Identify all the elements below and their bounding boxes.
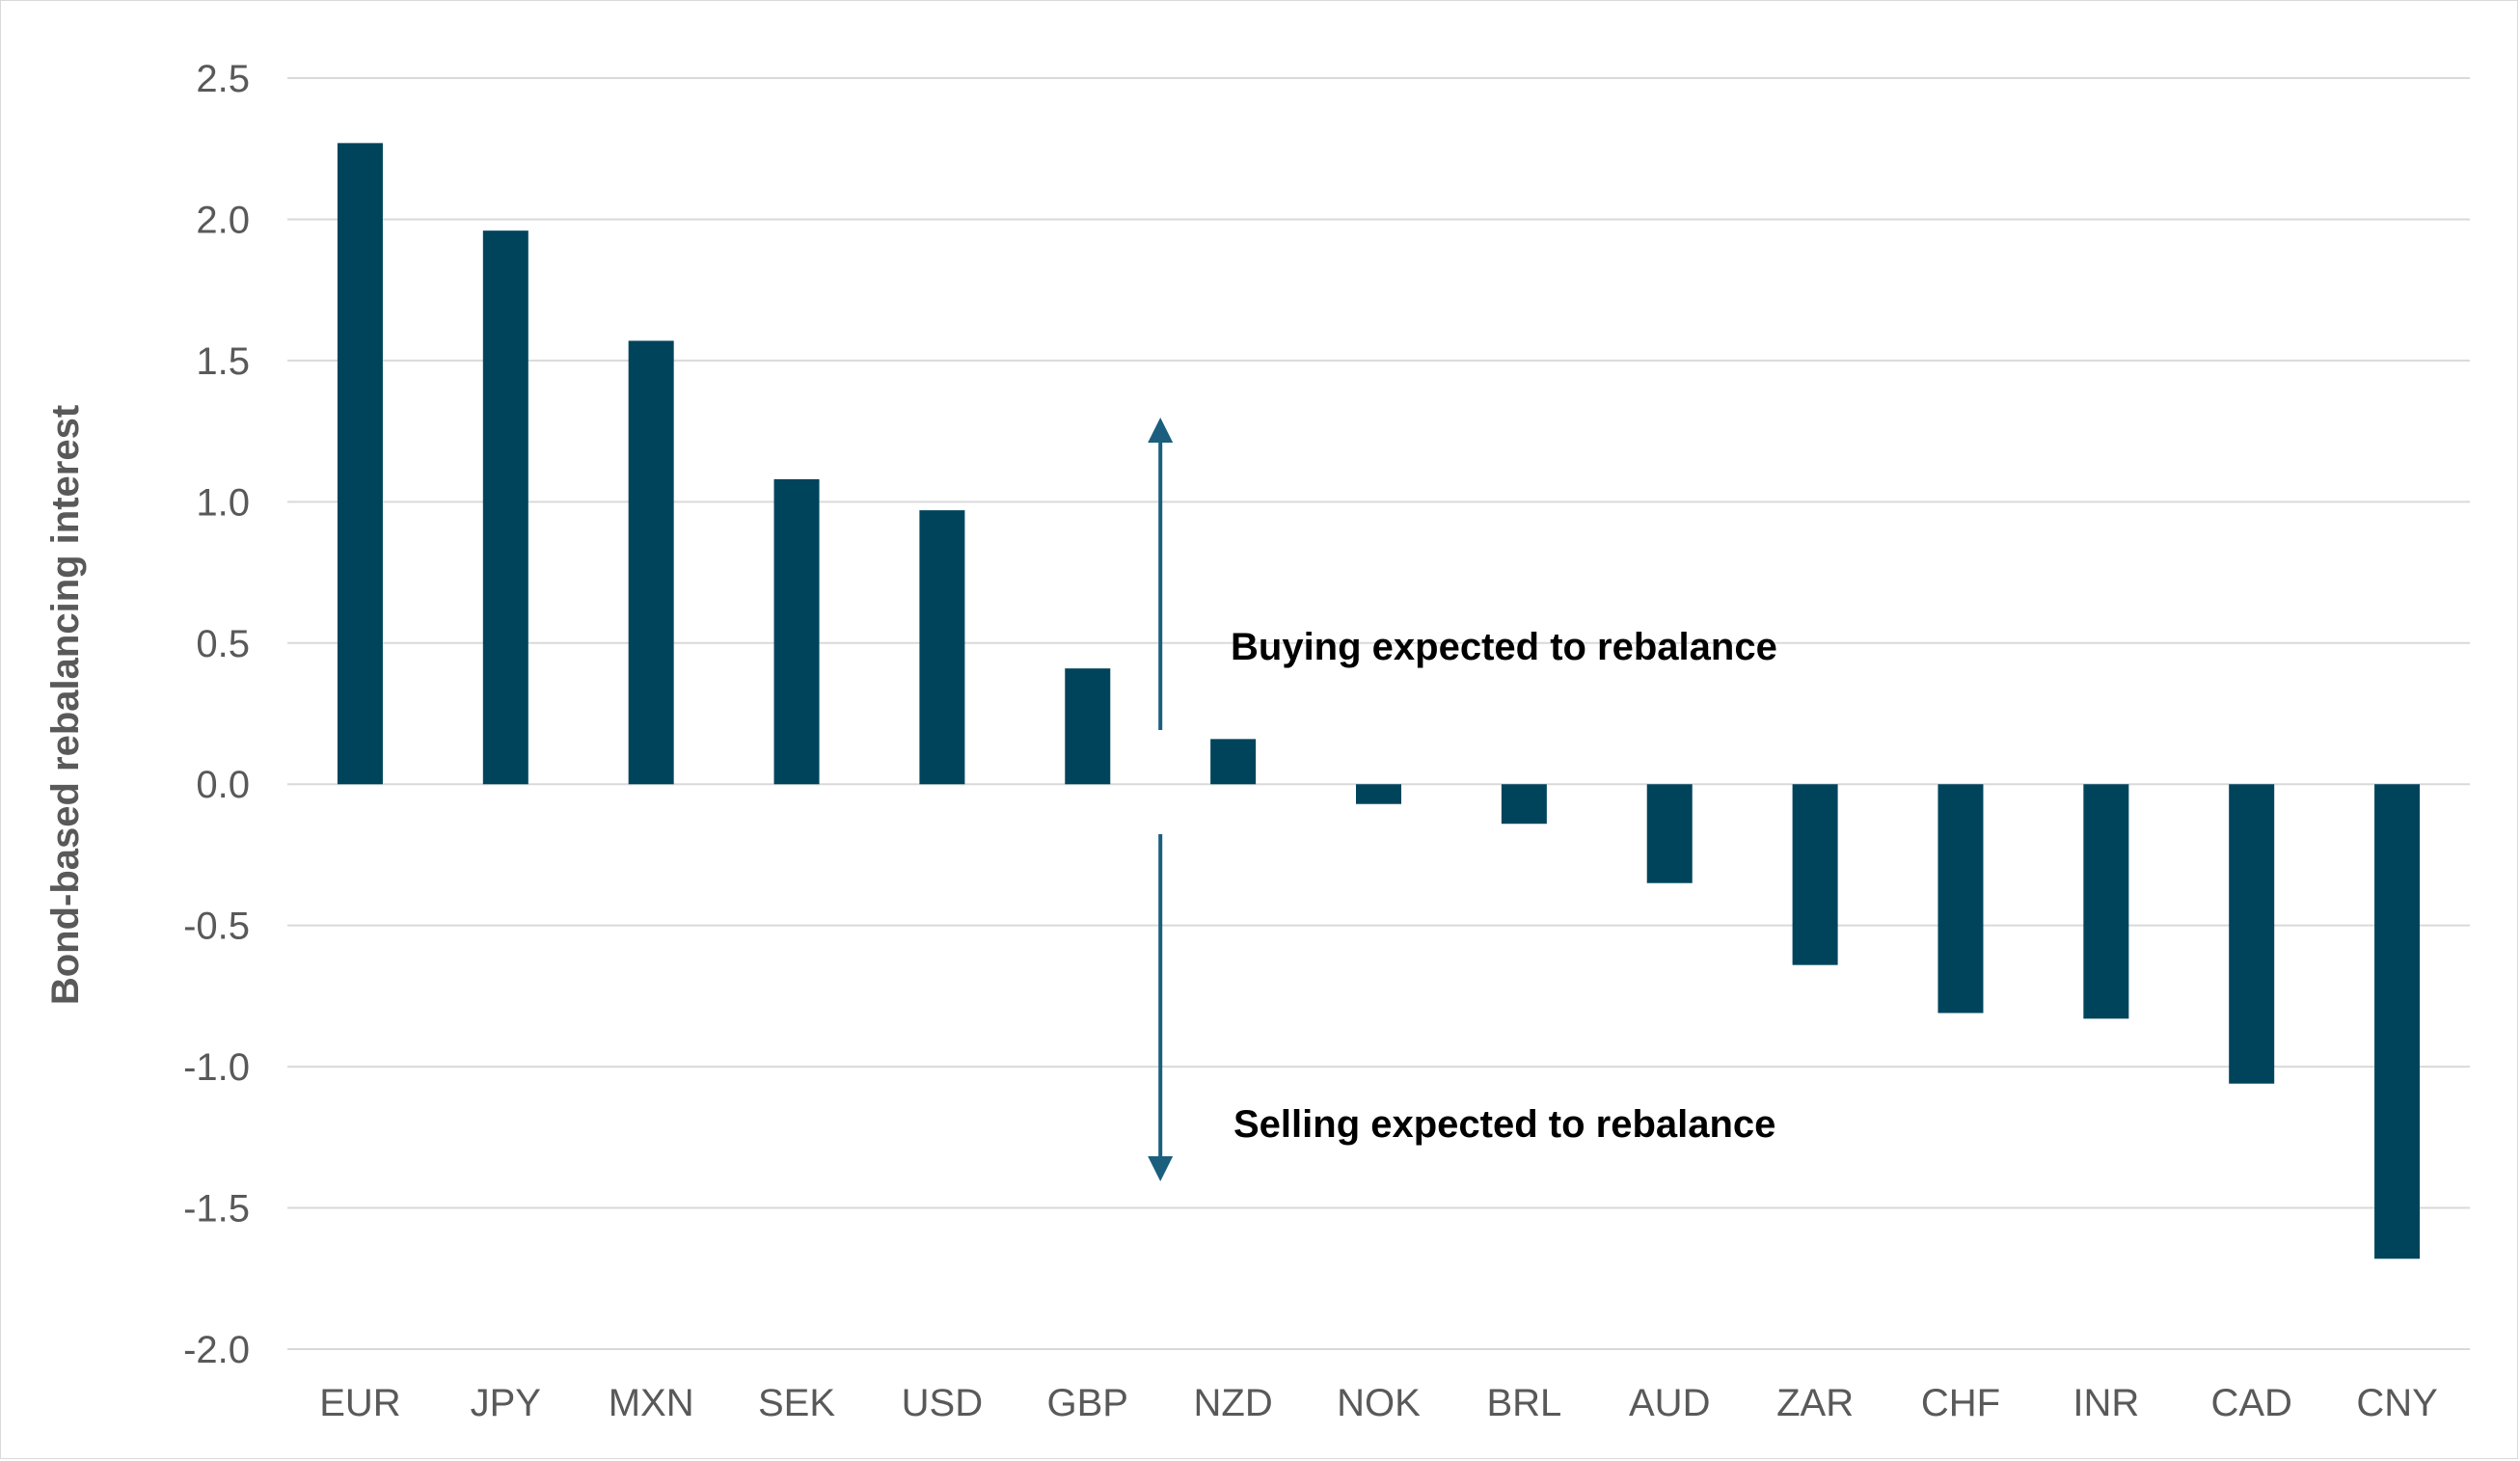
y-tick-label: -1.0 xyxy=(183,1046,250,1089)
y-tick-label: 2.5 xyxy=(196,58,250,100)
bar-cad xyxy=(2229,784,2275,1084)
bar-aud xyxy=(1646,784,1693,883)
bar-sek xyxy=(773,478,820,785)
y-tick-label: 0.0 xyxy=(196,764,250,806)
bar-nok xyxy=(1356,784,1401,804)
bar-usd xyxy=(919,510,965,785)
bar-gbp xyxy=(1065,668,1111,785)
x-tick-label: CHF xyxy=(1921,1382,2000,1424)
gridlines xyxy=(287,77,2470,1350)
y-tick-label: 1.0 xyxy=(196,481,250,524)
bar-chf xyxy=(1937,784,1984,1014)
x-tick-label: INR xyxy=(2073,1382,2139,1424)
bar-mxn xyxy=(628,340,674,785)
buying-annotation: Buying expected to rebalance xyxy=(1231,626,1777,668)
bar-eur xyxy=(337,143,383,785)
x-tick-label: NOK xyxy=(1337,1382,1421,1424)
y-tick-label: 0.5 xyxy=(196,623,250,665)
y-tick-label: -0.5 xyxy=(183,906,250,948)
x-tick-label: MXN xyxy=(609,1382,694,1424)
bar-zar xyxy=(1792,784,1838,965)
y-tick-label: -2.0 xyxy=(183,1329,250,1371)
bar-cny xyxy=(2374,784,2421,1259)
x-tick-label: USD xyxy=(902,1382,983,1424)
y-tick-label: 2.0 xyxy=(196,199,250,241)
bar-nzd xyxy=(1210,739,1257,785)
x-tick-label: BRL xyxy=(1486,1382,1561,1424)
y-axis-ticks: 2.5 2.0 1.5 1.0 0.5 0.0 -0.5 -1.0 -1.5 -2.0 xyxy=(183,58,250,1371)
x-tick-label: ZAR xyxy=(1776,1382,1854,1424)
x-tick-label: CNY xyxy=(2356,1382,2437,1424)
y-tick-label: -1.5 xyxy=(183,1188,250,1231)
x-tick-label: SEK xyxy=(758,1382,835,1424)
bar-inr xyxy=(2083,784,2129,1019)
bar-brl xyxy=(1501,784,1547,825)
y-axis-title: Bond-based rebalancing interest xyxy=(44,405,87,1005)
x-tick-label: AUD xyxy=(1629,1382,1710,1424)
y-tick-label: 1.5 xyxy=(196,340,250,383)
x-tick-label: NZD xyxy=(1194,1382,1273,1424)
x-tick-label: GBP xyxy=(1047,1382,1128,1424)
x-tick-label: JPY xyxy=(471,1382,541,1424)
bars xyxy=(337,143,2421,1259)
x-tick-label: EUR xyxy=(319,1382,400,1424)
selling-arrow-head xyxy=(1148,1156,1174,1181)
x-tick-label: CAD xyxy=(2210,1382,2291,1424)
selling-annotation: Selling expected to rebalance xyxy=(1233,1103,1775,1146)
buying-arrow-head xyxy=(1148,418,1174,443)
bar-jpy xyxy=(482,230,528,785)
x-axis-ticks: EUR JPY MXN SEK USD GBP NZD NOK BRL AUD ZAR CHF INR C… xyxy=(319,1382,2438,1424)
annotations: Buying expected to rebalance Selling exp… xyxy=(1148,418,1777,1181)
